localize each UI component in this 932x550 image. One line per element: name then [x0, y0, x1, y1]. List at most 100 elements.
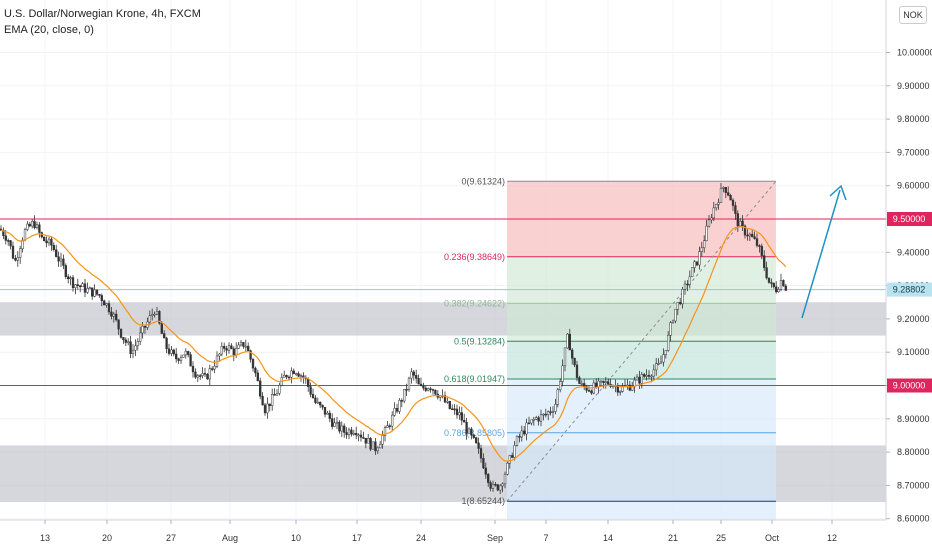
candle-body [19, 248, 22, 258]
candle-body [242, 342, 245, 347]
candle-body [170, 349, 173, 354]
candle-body [124, 339, 127, 343]
candle-body [727, 192, 730, 196]
candle-body [739, 220, 742, 227]
candle-body [163, 333, 166, 339]
trend-arrow[interactable] [801, 184, 847, 319]
candle-body [55, 249, 58, 257]
price-line-badge-label: 9.50000 [893, 214, 926, 224]
candle-body [297, 373, 300, 377]
candle-body [321, 404, 324, 408]
candle-body [758, 245, 761, 247]
candle-body [681, 289, 684, 305]
candle-body [136, 341, 139, 347]
candle-body [345, 432, 348, 436]
candle-body [299, 375, 303, 377]
price-line-badge-label: 9.00000 [893, 381, 926, 391]
candle-body [93, 289, 96, 297]
price-tick-label: 9.70000 [897, 147, 930, 157]
candle-body [542, 413, 545, 416]
fib-band [507, 501, 776, 520]
candle-body [319, 401, 322, 406]
price-axis[interactable]: 10.00000 9.90000 9.80000 9.70000 9.60000 9.50… [885, 0, 932, 524]
candle-body [475, 437, 478, 444]
candle-body [508, 455, 511, 464]
candle-body [191, 365, 195, 373]
candle-body [50, 238, 53, 246]
candle-body [69, 277, 72, 280]
candle-body [671, 320, 675, 323]
currency-badge[interactable]: NOK [899, 6, 927, 24]
candle-body [571, 349, 574, 359]
symbol-title[interactable]: U.S. Dollar/Norwegian Krone, 4h, FXCM [4, 8, 201, 20]
candle-body [211, 368, 214, 370]
candle-body [652, 369, 655, 377]
candle-body [23, 229, 27, 241]
candle-body [4, 235, 7, 241]
arrow-shaft[interactable] [801, 189, 841, 319]
candle-body [503, 474, 507, 485]
candle-body [64, 265, 67, 277]
candle-body [655, 363, 658, 371]
candle-body [206, 374, 209, 380]
candle-body [21, 239, 24, 250]
candle-body [573, 357, 576, 366]
candle-body [455, 408, 459, 416]
candle-body [11, 245, 15, 259]
candle-body [755, 238, 759, 246]
candle-body [28, 223, 31, 227]
candle-body [748, 233, 751, 237]
candle-body [515, 436, 519, 446]
candle-body [643, 374, 646, 377]
candle-body [698, 251, 701, 266]
candle-body [705, 225, 708, 241]
candle-body [38, 224, 41, 233]
candle-body [343, 425, 346, 433]
candle-body [268, 403, 271, 406]
candle-body [323, 406, 327, 415]
candle-body [470, 428, 473, 436]
candle-body [179, 357, 183, 361]
candle-body [499, 485, 502, 491]
candle-body [139, 332, 142, 342]
candle-body [95, 289, 99, 295]
candle-body [225, 348, 228, 351]
candle-body [266, 403, 269, 414]
candle-body [599, 380, 603, 383]
candle-body [167, 348, 171, 354]
fib-level-label: 0.618(9.01947) [444, 374, 505, 384]
candle-body [148, 315, 151, 323]
candle-body [91, 287, 94, 297]
price-line-badge [887, 212, 932, 226]
candle-body [559, 381, 562, 390]
candle-body [187, 351, 190, 355]
arrow-head[interactable] [829, 184, 847, 201]
fib-trend-line[interactable] [506, 180, 777, 502]
candle-body [129, 341, 132, 354]
candle-body [712, 207, 715, 219]
candle-body [489, 482, 492, 489]
candle-body [513, 445, 516, 458]
candle-body [307, 378, 310, 387]
candle-body [453, 408, 456, 411]
fib-level-label: 0.5(9.13284) [454, 336, 505, 346]
candle-body [523, 430, 526, 435]
time-axis[interactable]: 13 20 27 Aug 10 17 24 Sep 7 14 21 25 Oct 12 [0, 519, 886, 543]
candle-body [554, 404, 557, 412]
candle-body [244, 345, 247, 348]
candle-body [352, 433, 355, 435]
candle-body [779, 280, 783, 290]
candle-body [434, 389, 437, 395]
candle-body [467, 428, 471, 434]
candle-body [74, 284, 77, 288]
candle-body [568, 333, 571, 351]
candle-body [316, 401, 319, 404]
candle-body [777, 289, 780, 293]
candle-body [417, 378, 420, 385]
time-tick-label: 25 [716, 533, 726, 543]
candle-body [184, 351, 187, 356]
fib-level-label: 0.382(9.24622) [444, 299, 505, 309]
time-tick-label: Sep [487, 533, 503, 543]
indicator-label[interactable]: EMA (20, close, 0) [4, 24, 94, 36]
